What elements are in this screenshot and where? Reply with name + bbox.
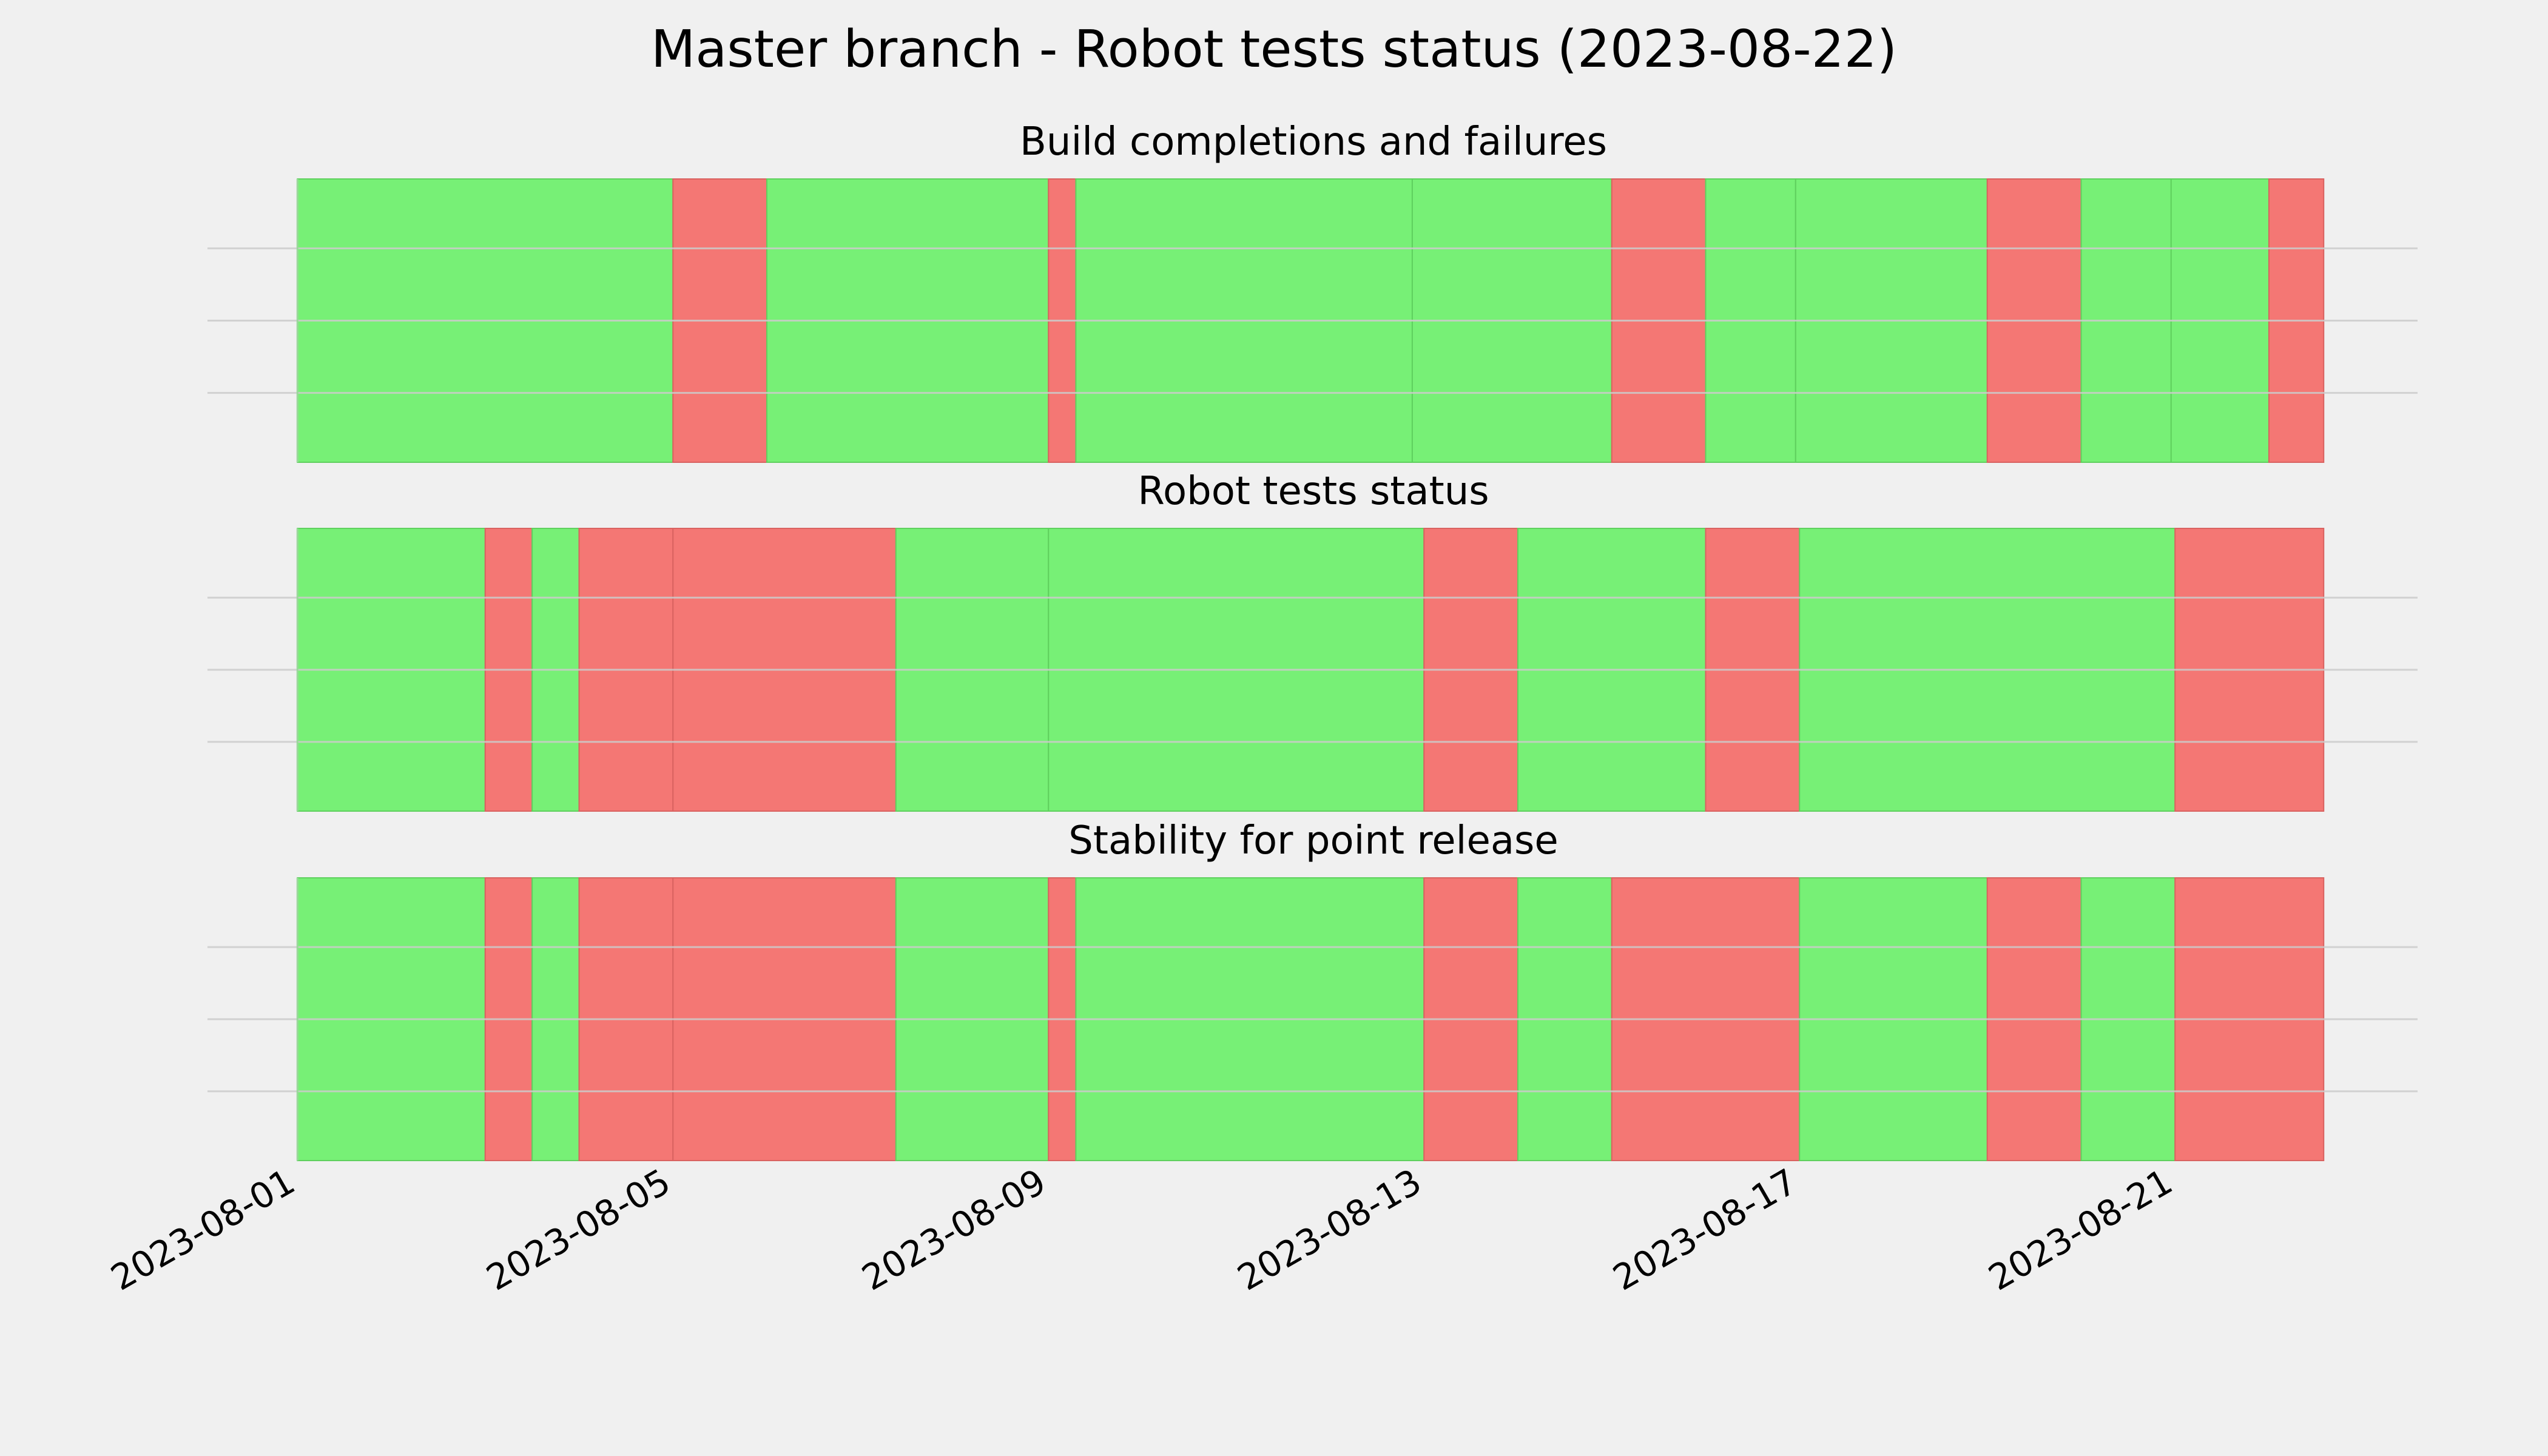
panel-title: Stability for point release (1068, 818, 1559, 863)
panels: Build completions and failures Robot test… (207, 120, 2418, 1161)
chart-title: Master branch - Robot tests status (2023… (651, 19, 1897, 79)
panel-title: Build completions and failures (1020, 120, 1607, 164)
panel-2: Robot tests status (207, 469, 2418, 812)
panel-1: Build completions and failures (207, 120, 2418, 463)
panel-3: Stability for point release (207, 818, 2418, 1161)
panel-title: Robot tests status (1138, 469, 1489, 514)
